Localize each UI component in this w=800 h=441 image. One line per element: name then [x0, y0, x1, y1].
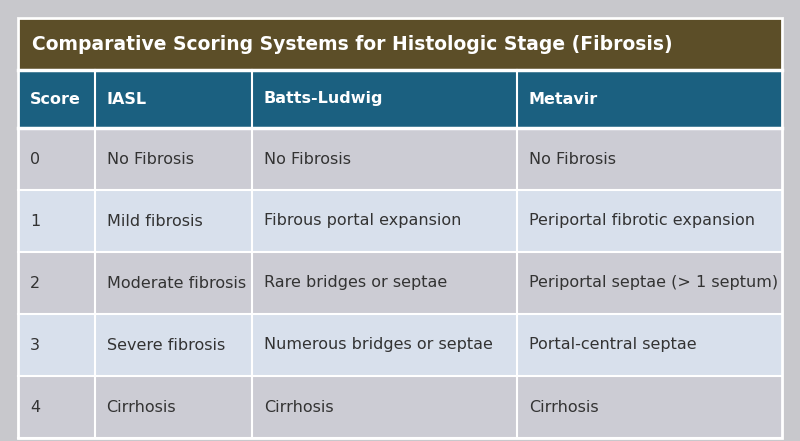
Text: Metavir: Metavir: [529, 91, 598, 106]
Bar: [18, 128, 782, 190]
Bar: [18, 18, 782, 70]
Bar: [18, 376, 782, 438]
Text: Numerous bridges or septae: Numerous bridges or septae: [264, 337, 493, 352]
Text: Fibrous portal expansion: Fibrous portal expansion: [264, 213, 461, 228]
Text: No Fibrosis: No Fibrosis: [529, 152, 616, 167]
Text: 3: 3: [30, 337, 40, 352]
Text: Score: Score: [30, 91, 81, 106]
Text: Cirrhosis: Cirrhosis: [529, 400, 598, 415]
Text: Rare bridges or septae: Rare bridges or septae: [264, 276, 447, 291]
Text: IASL: IASL: [106, 91, 146, 106]
Text: Periportal fibrotic expansion: Periportal fibrotic expansion: [529, 213, 755, 228]
Text: Mild fibrosis: Mild fibrosis: [106, 213, 202, 228]
Text: 1: 1: [30, 213, 40, 228]
Text: 2: 2: [30, 276, 40, 291]
Bar: [18, 252, 782, 314]
Text: Batts-Ludwig: Batts-Ludwig: [264, 91, 383, 106]
Text: Cirrhosis: Cirrhosis: [264, 400, 334, 415]
Text: 0: 0: [30, 152, 40, 167]
Text: Periportal septae (> 1 septum): Periportal septae (> 1 septum): [529, 276, 778, 291]
Text: No Fibrosis: No Fibrosis: [106, 152, 194, 167]
Text: Cirrhosis: Cirrhosis: [106, 400, 176, 415]
Text: No Fibrosis: No Fibrosis: [264, 152, 350, 167]
Text: Moderate fibrosis: Moderate fibrosis: [106, 276, 246, 291]
Bar: [18, 70, 782, 128]
Bar: [18, 314, 782, 376]
Text: Severe fibrosis: Severe fibrosis: [106, 337, 225, 352]
Bar: [18, 190, 782, 252]
Text: Portal-central septae: Portal-central septae: [529, 337, 697, 352]
Text: Comparative Scoring Systems for Histologic Stage (Fibrosis): Comparative Scoring Systems for Histolog…: [32, 34, 673, 53]
Text: 4: 4: [30, 400, 40, 415]
